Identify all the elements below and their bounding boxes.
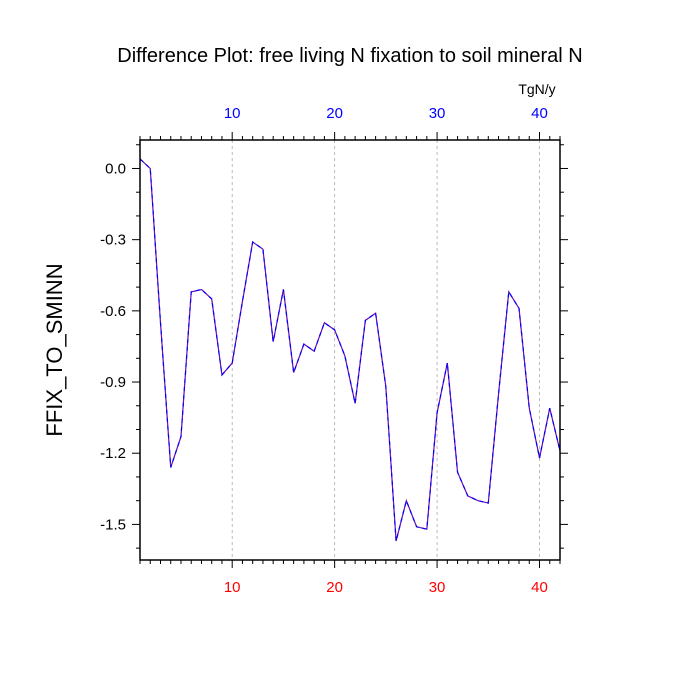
x-tick-label-bottom: 30	[429, 579, 446, 596]
y-tick-label: -1.5	[100, 516, 126, 533]
y-tick-labels: 0.0 -0.3 -0.6 -0.9 -1.2 -1.5	[100, 160, 126, 533]
plot-frame	[139, 139, 561, 561]
grid-lines	[231, 140, 540, 560]
series-lines	[139, 158, 561, 542]
x-tick-label-top: 30	[429, 105, 446, 122]
y-tick-label: 0.0	[105, 160, 126, 177]
y-tick-label: -0.3	[100, 232, 126, 249]
chart-title: Difference Plot: free living N fixation …	[117, 45, 582, 67]
y-tick-label: -0.9	[100, 374, 126, 391]
y-tick-label: -1.2	[100, 445, 126, 462]
x-tick-label-bottom: 10	[224, 579, 241, 596]
series-line-0	[139, 158, 561, 542]
units-label: TgN/y	[518, 81, 555, 97]
x-tick-label-top: 20	[326, 105, 343, 122]
x-tick-label-bottom: 20	[326, 579, 343, 596]
x-tick-label-top: 40	[531, 105, 548, 122]
y-axis-label: FFIX_TO_SMINN	[42, 263, 67, 436]
series-line-dashed-0	[139, 158, 561, 542]
x-tick-label-bottom: 40	[531, 579, 548, 596]
x-tick-labels: 10 10 20 20 30 30 40 40	[224, 105, 548, 596]
x-tick-label-top: 10	[224, 105, 241, 122]
y-tick-label: -0.6	[100, 303, 126, 320]
